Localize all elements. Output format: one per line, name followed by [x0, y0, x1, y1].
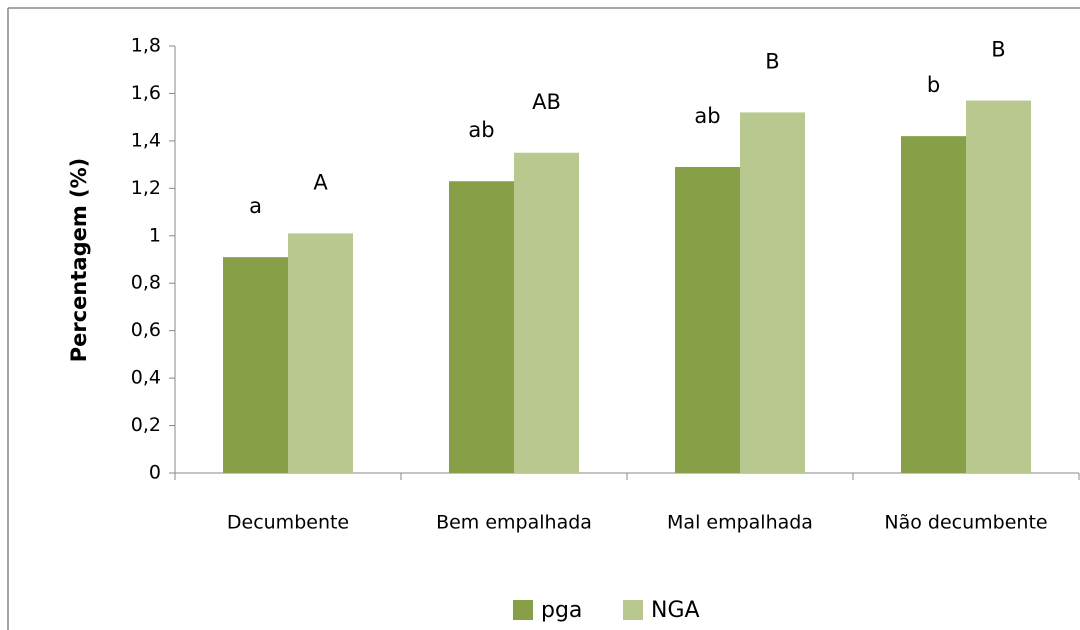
- annotation: a: [249, 194, 262, 218]
- y-tick-label: 0: [149, 462, 161, 484]
- y-tick-label: 1,2: [131, 177, 161, 199]
- legend-swatch: [623, 600, 643, 620]
- annotation: B: [765, 49, 779, 73]
- legend-swatch: [513, 600, 533, 620]
- bar: [966, 100, 1031, 474]
- y-tick-label: 1,4: [131, 129, 161, 151]
- y-tick-label: 1: [149, 224, 161, 246]
- bar: [740, 112, 805, 473]
- y-tick-label: 1,8: [131, 35, 161, 57]
- bar: [288, 233, 353, 473]
- x-tick-label: Decumbente: [227, 512, 349, 534]
- y-axis-label: Percentagem (%): [67, 158, 91, 363]
- y-tick-label: 0,6: [131, 319, 161, 341]
- annotation: A: [313, 170, 328, 194]
- y-tick-label: 0,2: [131, 414, 161, 436]
- annotation: ab: [468, 118, 494, 142]
- annotation: B: [991, 38, 1005, 62]
- bar: [675, 166, 740, 473]
- x-tick-label: Não decumbente: [884, 512, 1047, 534]
- y-tick-label: 1,6: [131, 82, 161, 104]
- annotation: b: [927, 73, 940, 97]
- legend-label: pga: [541, 598, 582, 623]
- legend-label: NGA: [651, 598, 700, 623]
- annotation: AB: [532, 90, 561, 114]
- y-tick-label: 0,8: [131, 272, 161, 294]
- bar: [449, 181, 514, 473]
- bar: [514, 152, 579, 473]
- bar: [901, 136, 966, 473]
- x-tick-label: Mal empalhada: [667, 512, 813, 534]
- y-tick-label: 0,4: [131, 367, 161, 389]
- bar: [223, 257, 288, 473]
- annotation: ab: [694, 104, 720, 128]
- x-tick-label: Bem empalhada: [436, 512, 592, 534]
